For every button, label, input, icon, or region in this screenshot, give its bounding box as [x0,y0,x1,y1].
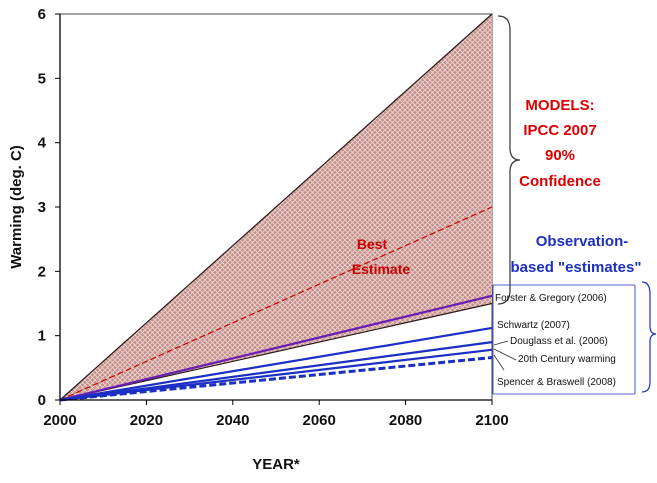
observation-bracket [641,281,657,393]
best-estimate-label-line-2: Estimate [352,261,411,277]
x-tick-label: 2100 [475,412,508,429]
x-tick-label: 2020 [130,412,163,429]
series-labels: Forster & Gregory (2006) Schwartz (2007)… [493,293,616,388]
observation-label-line-1: Observation- [536,233,629,250]
series-label-20th-century: 20th Century warming [518,354,616,365]
series-label-schwartz: Schwartz (2007) [497,320,570,331]
x-axis-title: YEAR* [252,456,300,473]
y-tick-label: 2 [38,263,46,280]
models-label: MODELS: IPCC 2007 90% Confidence [519,97,601,190]
series-label-douglass: Douglass et al. (2006) [510,336,608,347]
best-estimate-label: Best Estimate [352,236,411,277]
axes-layer [55,13,493,405]
models-label-line-2: IPCC 2007 [523,122,596,139]
series-label-forster: Forster & Gregory (2006) [495,293,607,304]
tick-layer: 2000 2020 2040 2060 2080 2100 0 1 2 3 4 5 6 [38,6,509,429]
y-tick-label: 6 [38,6,46,23]
series-leader-douglass [493,340,509,346]
x-tick-label: 2080 [389,412,422,429]
y-tick-label: 3 [38,199,46,216]
models-band-upper-edge [59,13,493,401]
models-band-lower-edge [59,302,493,401]
models-label-line-1: MODELS: [525,97,594,114]
models-label-line-4: Confidence [519,173,601,190]
y-tick-label: 4 [38,135,47,152]
observation-label: Observation- based "estimates" [511,233,642,276]
series-layer [59,294,493,402]
best-estimate-label-line-1: Best [357,236,388,252]
series-line-1 [59,326,493,402]
observation-labels-box [492,284,636,395]
x-tick-label: 2040 [216,412,249,429]
y-tick-label: 5 [38,70,46,87]
x-tick-label: 2000 [43,412,76,429]
y-axis-title: Warming (deg. C) [8,145,25,269]
series-line-0 [59,294,493,402]
models-band-layer [59,13,493,401]
models-brace [497,15,521,305]
best-estimate-line [59,206,493,401]
series-leader-spencer [493,354,505,371]
observation-label-line-2: based "estimates" [511,259,642,276]
series-line-2 [59,341,493,402]
y-tick-label: 0 [38,392,46,409]
series-leader-20th-century [493,348,517,361]
series-label-spencer: Spencer & Braswell (2008) [497,377,616,388]
y-tick-label: 1 [38,328,46,345]
models-label-line-3: 90% [545,147,575,164]
series-line-4 [59,356,493,402]
x-tick-label: 2060 [303,412,336,429]
